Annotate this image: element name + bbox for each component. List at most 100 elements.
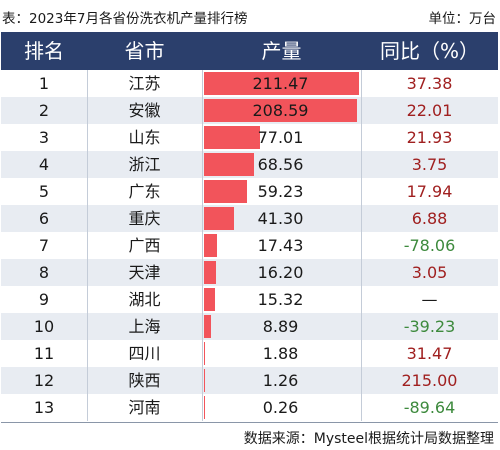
yoy-cell: 215.00 (401, 371, 458, 390)
output-bar (204, 369, 205, 392)
output-value-label: 41.30 (257, 209, 304, 228)
rank-cell: 1 (38, 74, 50, 93)
header-province: 省市 (124, 39, 165, 63)
rank-cell: 3 (38, 128, 50, 147)
table-row: 10 上海 8.89 -39.23 (1, 313, 498, 340)
output-bar (204, 99, 357, 122)
output-cell: 77.01 (202, 124, 361, 151)
table-header: 排名 省市 产量 同比（%） (1, 32, 498, 70)
province-cell: 广东 (128, 182, 161, 201)
province-cell: 广西 (128, 236, 161, 255)
rank-cell: 10 (33, 317, 55, 336)
rank-cell: 2 (38, 101, 50, 120)
output-cell: 208.59 (202, 97, 361, 124)
table-title: 表：2023年7月各省份洗衣机产量排行榜 (2, 11, 248, 27)
province-cell: 陕西 (128, 371, 161, 390)
table-row: 4 浙江 68.56 3.75 (1, 151, 498, 178)
output-value-label: 68.56 (257, 155, 304, 174)
output-cell: 41.30 (202, 205, 361, 232)
province-cell: 天津 (128, 263, 161, 282)
output-cell: 68.56 (202, 151, 361, 178)
output-bar (204, 396, 205, 419)
yoy-cell: — (421, 290, 438, 309)
yoy-cell: 21.93 (406, 128, 453, 147)
table-row: 6 重庆 41.30 6.88 (1, 205, 498, 232)
province-cell: 湖北 (128, 290, 161, 309)
table-row: 3 山东 77.01 21.93 (1, 124, 498, 151)
yoy-cell: -89.64 (403, 398, 456, 417)
output-bar (204, 234, 217, 257)
output-value-label: 16.20 (257, 263, 304, 282)
table-row: 8 天津 16.20 3.05 (1, 259, 498, 286)
output-bar (204, 153, 255, 176)
output-cell: 16.20 (202, 259, 361, 286)
table-row: 5 广东 59.23 17.94 (1, 178, 498, 205)
rank-cell: 8 (38, 263, 50, 282)
output-value-label: 8.89 (262, 317, 299, 336)
output-cell: 8.89 (202, 313, 361, 340)
province-cell: 江苏 (128, 74, 161, 93)
table-row: 13 河南 0.26 -89.64 (1, 394, 498, 421)
yoy-cell: 3.75 (411, 155, 448, 174)
province-cell: 四川 (128, 344, 161, 363)
header-yoy: 同比（%） (379, 39, 479, 63)
output-value-label: 1.26 (262, 371, 299, 390)
table-row: 9 湖北 15.32 — (1, 286, 498, 313)
yoy-cell: 17.94 (406, 182, 453, 201)
yoy-cell: -78.06 (403, 236, 456, 255)
province-cell: 重庆 (128, 209, 161, 228)
output-bar (204, 126, 261, 149)
output-cell: 17.43 (202, 232, 361, 259)
province-cell: 安徽 (128, 101, 161, 120)
rank-cell: 12 (33, 371, 55, 390)
province-cell: 浙江 (128, 155, 161, 174)
rank-cell: 9 (38, 290, 50, 309)
column-divider (361, 70, 362, 421)
province-cell: 河南 (128, 398, 161, 417)
output-bar (204, 315, 211, 338)
yoy-cell: 37.38 (406, 74, 453, 93)
output-value-label: 1.88 (262, 344, 299, 363)
table-row: 12 陕西 1.26 215.00 (1, 367, 498, 394)
output-value-label: 59.23 (257, 182, 304, 201)
rank-cell: 13 (33, 398, 55, 417)
province-cell: 上海 (128, 317, 161, 336)
rank-cell: 6 (38, 209, 50, 228)
output-bar (204, 261, 216, 284)
province-cell: 山东 (128, 128, 161, 147)
column-divider (202, 70, 203, 421)
table-row: 2 安徽 208.59 22.01 (1, 97, 498, 124)
output-value-label: 17.43 (257, 236, 304, 255)
table-row: 7 广西 17.43 -78.06 (1, 232, 498, 259)
output-value-label: 0.26 (262, 398, 299, 417)
output-value-label: 208.59 (252, 101, 309, 120)
yoy-cell: -39.23 (403, 317, 456, 336)
output-cell: 59.23 (202, 178, 361, 205)
output-value-label: 211.47 (252, 74, 309, 93)
output-value-label: 77.01 (257, 128, 304, 147)
yoy-cell: 3.05 (411, 263, 448, 282)
output-bar (204, 288, 216, 311)
output-cell: 1.26 (202, 367, 361, 394)
output-cell: 1.88 (202, 340, 361, 367)
table-row: 1 江苏 211.47 37.38 (1, 70, 498, 97)
output-bar (204, 207, 235, 230)
rank-cell: 7 (38, 236, 50, 255)
rank-cell: 11 (33, 344, 55, 363)
output-bar (204, 72, 359, 95)
output-bar (204, 342, 206, 365)
yoy-cell: 22.01 (406, 101, 453, 120)
header-output: 产量 (261, 39, 302, 63)
output-cell: 15.32 (202, 286, 361, 313)
rank-cell: 4 (38, 155, 50, 174)
header-rank: 排名 (24, 39, 64, 63)
footer-divider (1, 422, 498, 423)
output-cell: 0.26 (202, 394, 361, 421)
yoy-cell: 6.88 (411, 209, 448, 228)
rank-cell: 5 (38, 182, 50, 201)
column-divider (87, 70, 88, 421)
top-bar: 表：2023年7月各省份洗衣机产量排行榜 单位：万台 (0, 0, 500, 32)
source-note: 数据来源：Mysteel根据统计局数据整理 (243, 431, 494, 447)
table-row: 11 四川 1.88 31.47 (1, 340, 498, 367)
output-cell: 211.47 (202, 70, 361, 97)
